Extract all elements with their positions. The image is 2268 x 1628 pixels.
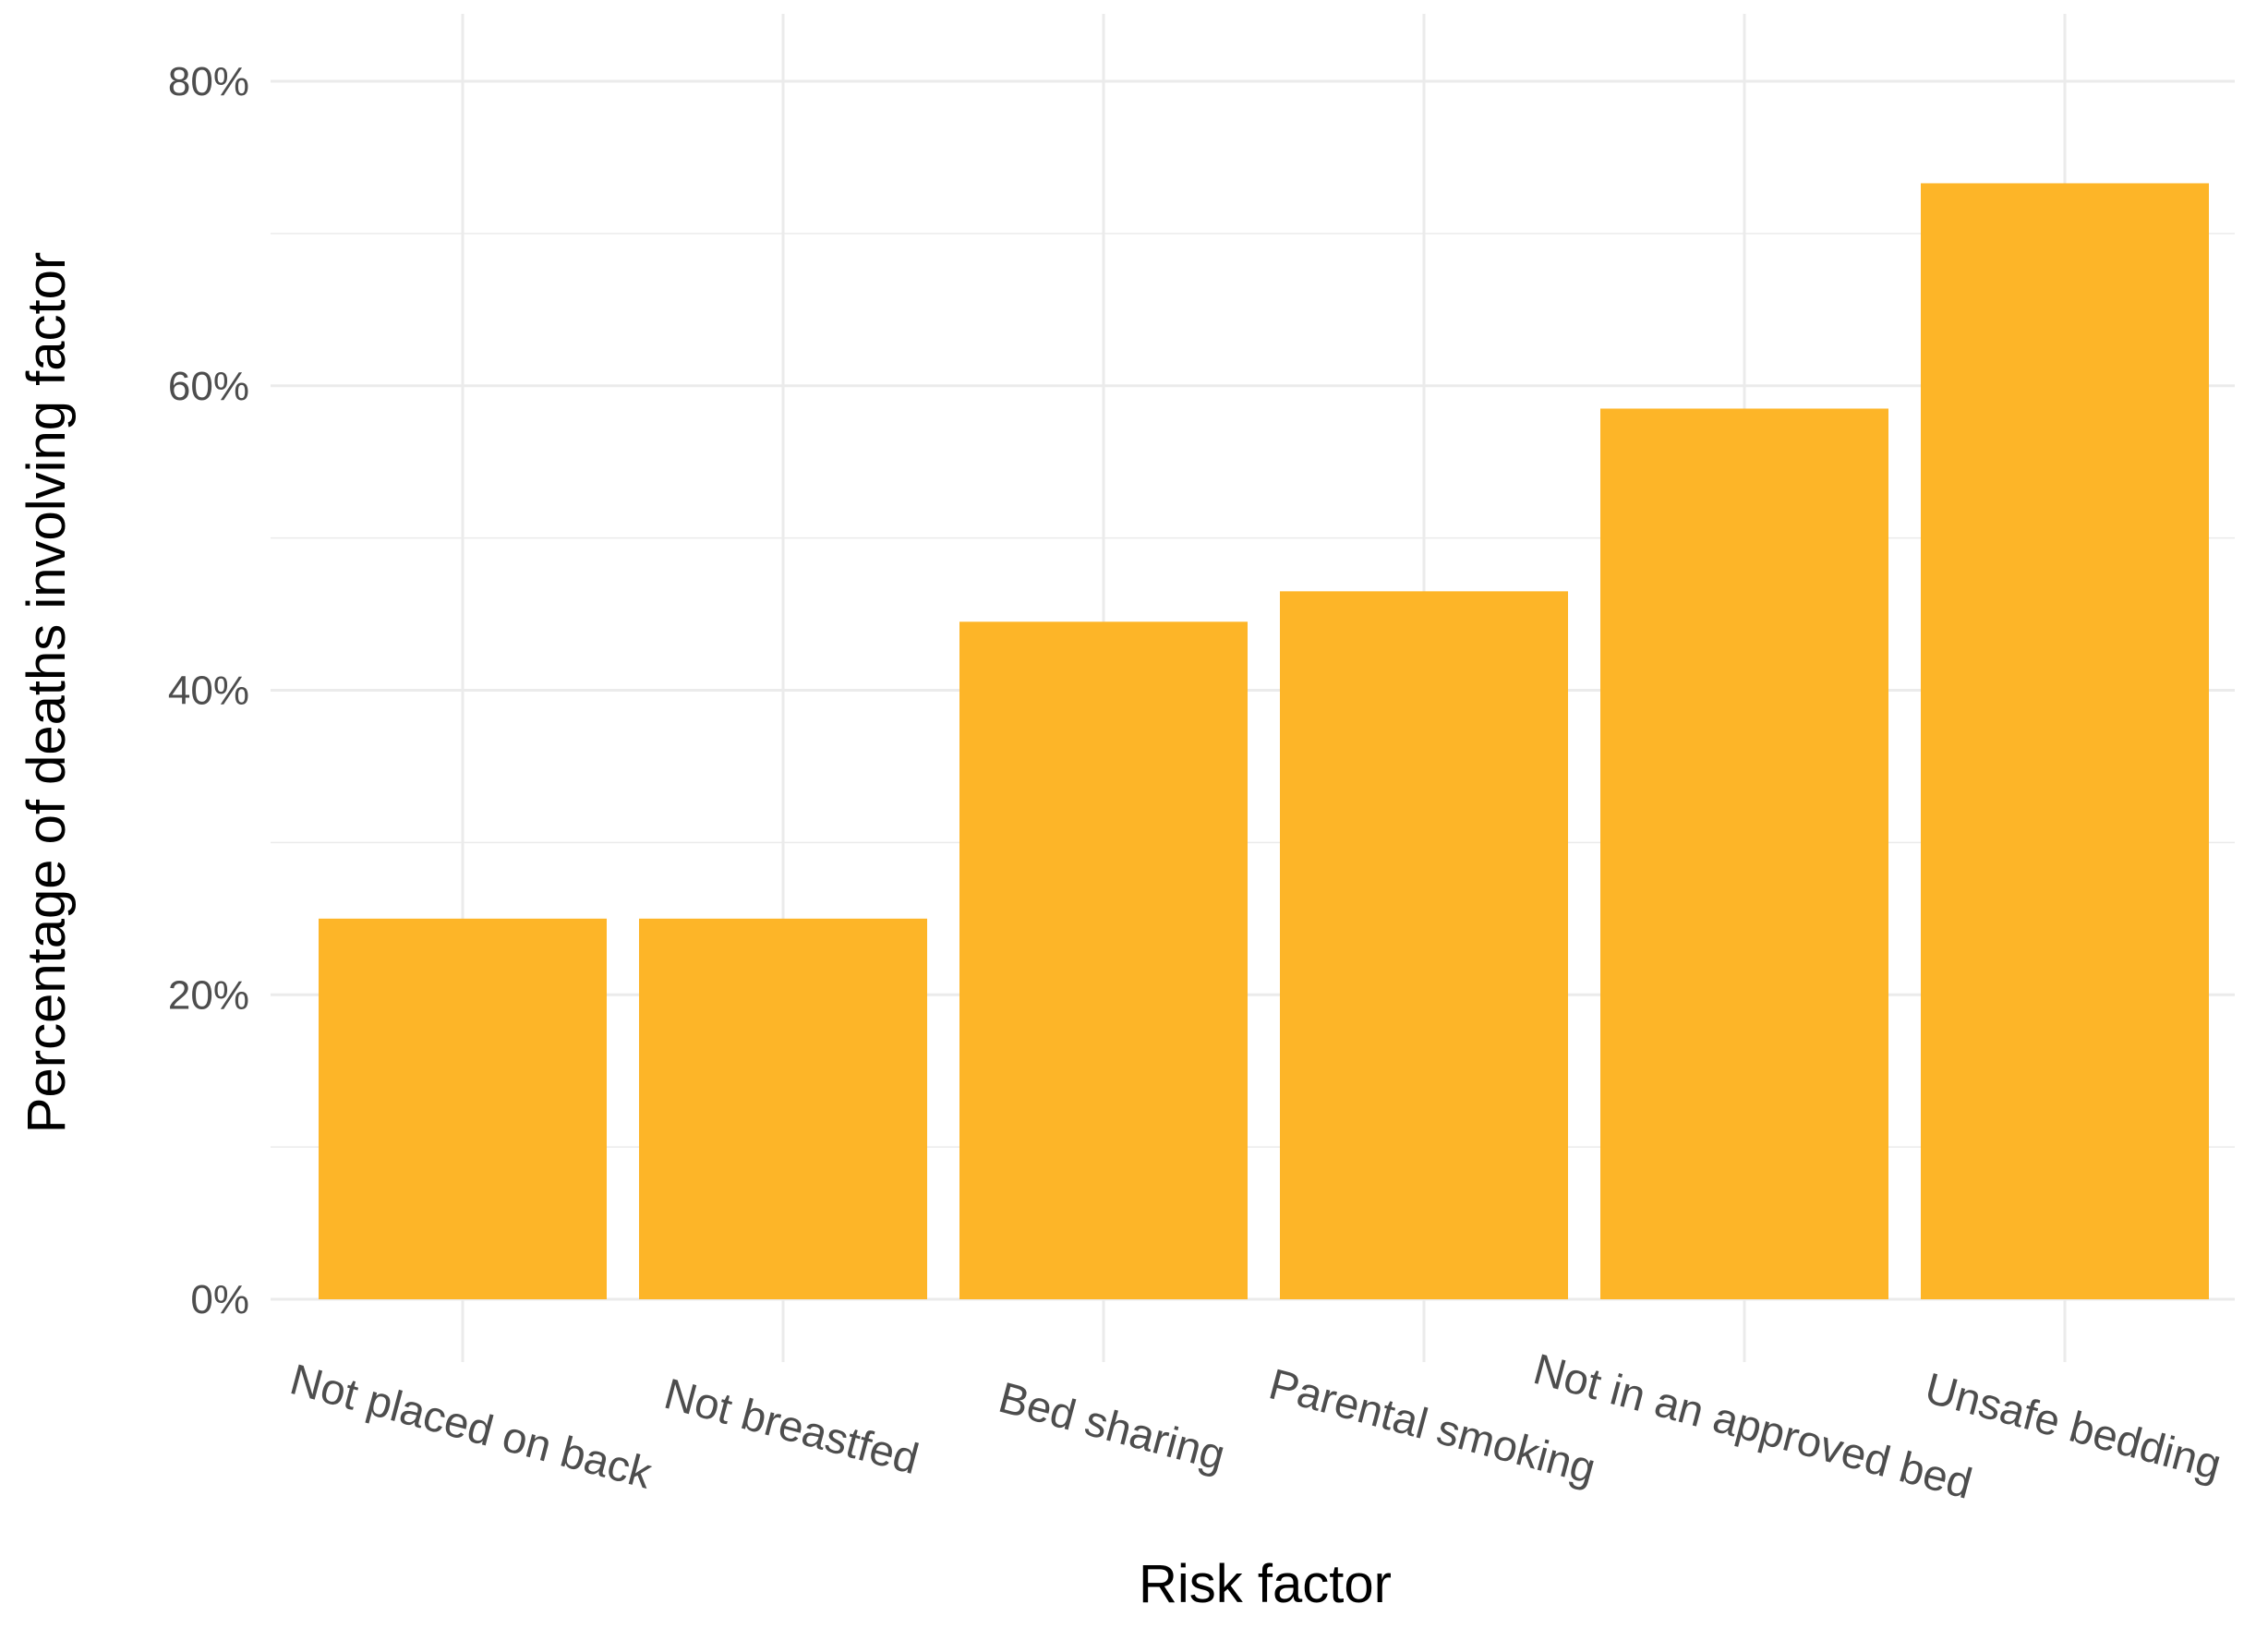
x-tick-label: Not placed on back xyxy=(285,1354,657,1497)
bar xyxy=(1921,183,2209,1299)
bar xyxy=(1600,408,1888,1299)
y-tick-label: 60% xyxy=(168,364,249,409)
bar xyxy=(319,918,607,1299)
y-axis-title: Percentage of deaths involving factor xyxy=(17,252,77,1133)
bar xyxy=(639,918,927,1299)
y-tick-label: 40% xyxy=(168,669,249,714)
y-tick-label: 80% xyxy=(168,59,249,104)
x-axis-title: Risk factor xyxy=(1139,1554,1392,1614)
bar xyxy=(1280,591,1568,1299)
x-tick-label: Not breastfed xyxy=(659,1369,923,1483)
y-tick-label: 0% xyxy=(190,1277,249,1322)
x-tick-label: Bed sharing xyxy=(994,1372,1230,1479)
y-tick-label: 20% xyxy=(168,972,249,1018)
y-axis-ticks: 0% 20% 40% 60% 80% xyxy=(168,59,249,1322)
x-axis-ticks: Not placed on back Not breastfed Bed shari… xyxy=(285,1344,2226,1508)
bar xyxy=(959,621,1248,1299)
x-tick-label: Not in an approved bed xyxy=(1528,1344,1977,1508)
bars xyxy=(319,183,2209,1299)
